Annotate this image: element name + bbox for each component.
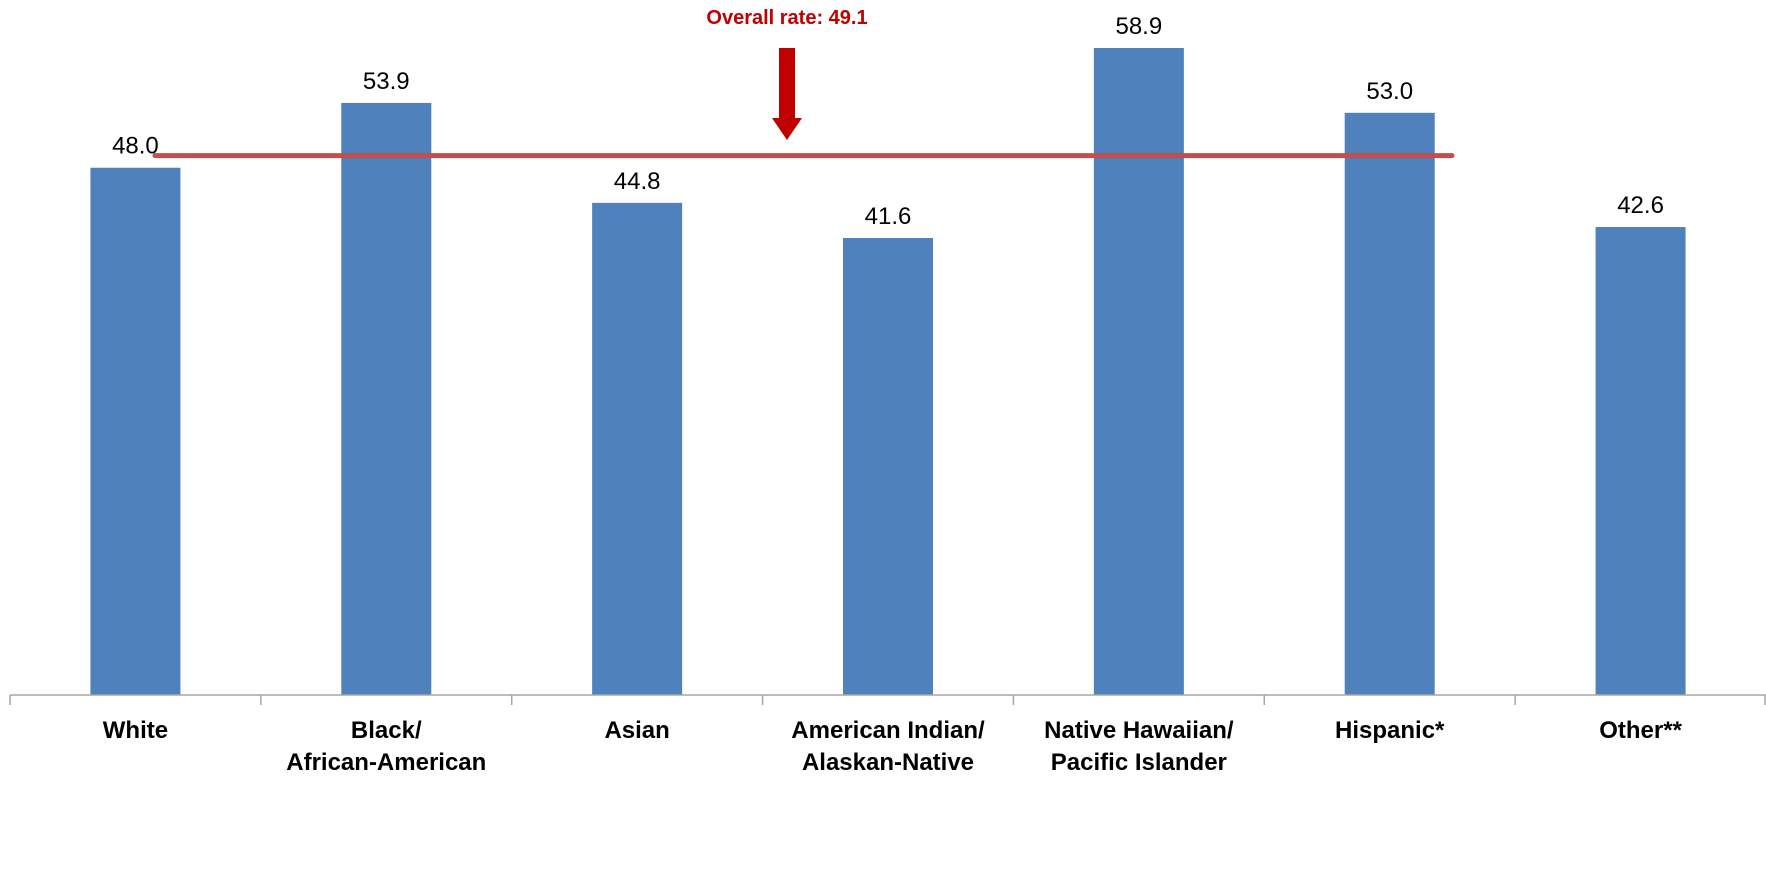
value-labels-group: 48.0 53.9 44.8 41.6 58.9 53.0 42.6 — [112, 13, 1664, 230]
bar-value-label: 44.8 — [614, 168, 661, 195]
bar — [341, 102, 432, 696]
category-label: Other** — [1599, 717, 1682, 744]
bar-value-label: 53.0 — [1366, 78, 1413, 105]
x-axis-ticks — [9, 695, 1766, 705]
bar-value-label: 53.9 — [363, 68, 410, 95]
bar — [1093, 48, 1184, 695]
bar-value-label: 48.0 — [112, 133, 159, 160]
bar — [592, 202, 683, 695]
bar — [843, 238, 933, 696]
bar-value-label: 42.6 — [1617, 192, 1664, 219]
category-label: Asian — [604, 717, 669, 744]
overall-rate-label: Overall rate: 49.1 — [706, 7, 867, 29]
category-label: Hispanic* — [1335, 717, 1445, 744]
bars-group — [90, 48, 1686, 696]
category-label: Native Hawaiian/Pacific Islander — [1044, 717, 1234, 776]
bar-value-label: 41.6 — [865, 203, 912, 230]
bar — [90, 167, 181, 695]
bar — [1595, 227, 1686, 695]
category-label: American Indian/Alaskan-Native — [791, 717, 985, 776]
category-label: White — [103, 717, 168, 744]
category-label: Black/African-American — [286, 717, 486, 776]
bar — [1344, 112, 1435, 696]
category-labels-group: White Black/African-American Asian American… — [103, 717, 1683, 776]
overall-rate-arrow-icon — [772, 48, 802, 140]
bar-value-label: 58.9 — [1115, 13, 1162, 40]
